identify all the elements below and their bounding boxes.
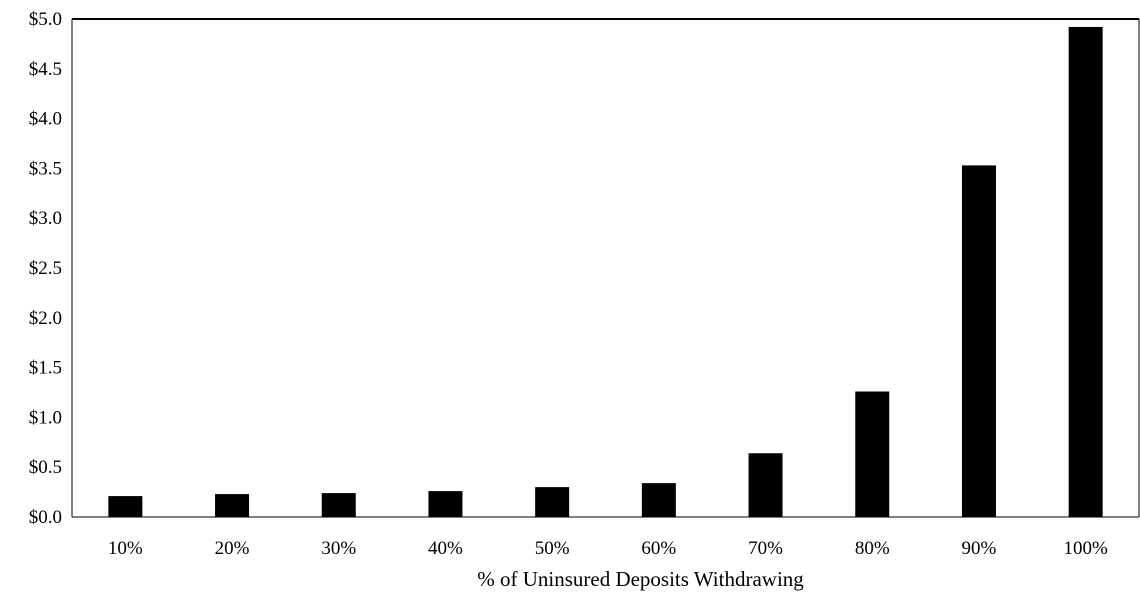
x-axis-ticks: 10% 20% 30% 40% 50% 60% 70% 80% 90% 100%: [108, 538, 1108, 559]
x-tick-label: 20%: [215, 538, 250, 559]
y-tick-label: $1.0: [29, 407, 62, 428]
bar: [535, 487, 570, 517]
bar: [641, 483, 676, 517]
x-tick-label: 40%: [428, 538, 463, 559]
bar: [428, 491, 463, 517]
y-tick-label: $4.0: [29, 109, 62, 130]
x-tick-label: 30%: [321, 538, 356, 559]
y-tick-label: $1.5: [29, 358, 62, 379]
y-tick-label: $2.0: [29, 308, 62, 329]
bar: [108, 496, 143, 517]
y-tick-label: $0.0: [29, 507, 62, 528]
y-tick-label: $3.5: [29, 158, 62, 179]
x-tick-label: 60%: [641, 538, 676, 559]
y-tick-label: $5.0: [29, 9, 62, 30]
x-axis-title: % of Uninsured Deposits Withdrawing: [477, 567, 804, 591]
bar: [855, 391, 890, 517]
bar: [961, 165, 996, 518]
x-tick-label: 80%: [855, 538, 890, 559]
bar: [748, 453, 783, 517]
bar: [1068, 26, 1103, 518]
x-tick-label: 70%: [748, 538, 783, 559]
y-tick-label: $2.5: [29, 258, 62, 279]
bar: [321, 493, 356, 517]
x-tick-label: 100%: [1063, 538, 1108, 559]
y-tick-label: $3.0: [29, 208, 62, 229]
y-tick-label: $0.5: [29, 457, 62, 478]
x-tick-label: 10%: [108, 538, 143, 559]
bars: [108, 26, 1103, 518]
bar: [215, 494, 250, 517]
y-axis-ticks: $0.0 $0.5 $1.0 $1.5 $2.0 $2.5 $3.0 $3.5 $4.0 $4.5…: [29, 9, 62, 528]
y-tick-label: $4.5: [29, 59, 62, 80]
x-tick-label: 90%: [962, 538, 997, 559]
x-tick-label: 50%: [535, 538, 570, 559]
